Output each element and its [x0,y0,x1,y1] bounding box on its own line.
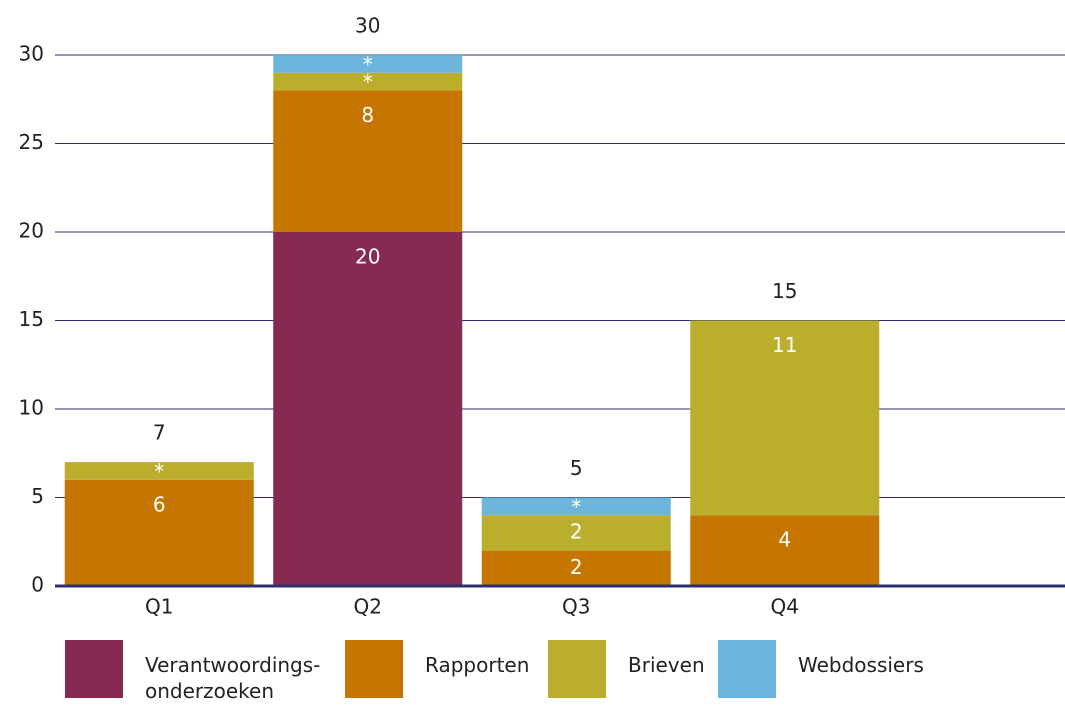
bar-segment [273,55,463,73]
value-label: 11 [772,333,797,357]
total-label: 15 [772,279,797,303]
legend-swatch [548,640,606,698]
y-tick-label: 10 [19,396,44,420]
bar-segment [690,515,880,586]
y-tick-label: 25 [19,130,44,154]
legend-swatch [718,640,776,698]
value-label: 6 [153,492,166,516]
y-tick-label: 0 [31,573,44,597]
bar-segment [481,515,671,551]
bar-segment [481,497,671,516]
legend-item: Rapporten [345,640,529,698]
y-tick-label: 30 [19,42,44,66]
bar-segment [481,550,671,586]
bar-segment [273,90,463,233]
value-label: 2 [570,555,583,579]
legend-label: Webdossiers [798,653,924,677]
value-label: * [154,459,164,483]
value-label: 4 [778,528,791,552]
legend-label: Rapporten [425,653,530,677]
bar-segment [273,72,463,91]
bar-segment [690,320,880,516]
x-tick-label: Q2 [354,595,382,619]
legend-swatch [65,640,123,698]
value-label: 20 [355,245,380,269]
x-tick-label: Q3 [562,595,590,619]
total-label: 30 [355,14,380,38]
legend-item: Verantwoordings-onderzoeken [65,640,335,704]
x-tick-label: Q4 [771,595,799,619]
value-label: * [363,52,373,76]
legend-item: Brieven [548,640,705,698]
y-tick-label: 20 [19,219,44,243]
value-label: * [571,495,581,519]
legend-label: Verantwoordings-onderzoeken [145,653,321,703]
bar-segment [64,479,254,586]
bar-segment [64,462,254,480]
value-label: 8 [361,103,374,127]
x-tick-label: Q1 [145,595,173,619]
value-label: 2 [570,519,583,543]
legend-swatch [345,640,403,698]
legend-label: Brieven [628,653,705,677]
y-tick-label: 5 [31,484,44,508]
y-tick-label: 15 [19,307,44,331]
bar-segment [273,232,463,586]
total-label: 5 [570,456,583,480]
value-label: * [363,70,373,94]
total-label: 7 [153,421,166,445]
legend-item: Webdossiers [718,640,924,698]
